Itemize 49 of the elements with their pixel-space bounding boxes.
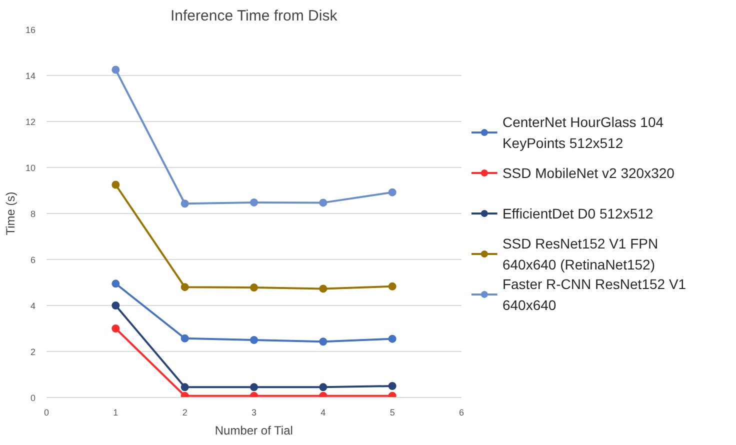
legend-label: CenterNet HourGlass 104 KeyPoints 512x512	[502, 114, 664, 151]
point	[319, 392, 328, 398]
y-tick-label: 8	[30, 209, 36, 219]
y-tick-label: 12	[25, 117, 36, 127]
point	[180, 392, 189, 398]
point	[180, 383, 189, 392]
point	[250, 383, 258, 392]
point	[388, 382, 396, 390]
point	[388, 334, 396, 343]
point	[388, 392, 396, 398]
point	[112, 324, 120, 332]
point	[180, 200, 189, 208]
chart-title: Inference Time from Disk	[170, 8, 338, 24]
y-tick-label: 6	[30, 255, 36, 265]
point	[112, 302, 120, 310]
legend-label: Faster R-CNN ResNet152 V1 640x640	[502, 276, 686, 313]
x-tick-label: 6	[458, 408, 464, 418]
point	[250, 336, 258, 344]
y-tick-label: 2	[30, 347, 36, 357]
point	[250, 392, 258, 398]
x-tick-label: 5	[390, 408, 395, 418]
point	[112, 180, 120, 189]
x-tick-label: 4	[320, 408, 326, 418]
point	[388, 188, 396, 196]
y-tick-label: 10	[25, 163, 36, 173]
point	[388, 282, 396, 290]
point	[180, 283, 189, 292]
point	[319, 383, 328, 392]
y-tick-label: 4	[30, 301, 36, 311]
legend-label: SSD MobileNet v2 320x320	[502, 165, 675, 182]
x-axis-title: Number of Tial	[214, 424, 293, 438]
y-tick-label: 0	[30, 393, 36, 403]
point	[112, 280, 120, 288]
point	[319, 284, 328, 293]
x-tick-label: 2	[182, 408, 188, 418]
point	[250, 284, 258, 292]
point	[250, 198, 258, 206]
point	[319, 198, 328, 207]
y-tick-label: 14	[25, 71, 36, 81]
legend-label: SSD ResNet152 V1 FPN 640x640 (RetinaNet152)	[502, 236, 658, 272]
x-tick-label: 0	[44, 408, 50, 418]
y-tick-label: 16	[25, 25, 36, 35]
legend-label: EfficientDet D0 512x512	[502, 206, 654, 222]
point	[180, 334, 189, 342]
point	[112, 66, 120, 74]
y-axis-title: Time (s)	[3, 192, 18, 236]
x-tick-label: 3	[251, 408, 257, 418]
point	[319, 338, 328, 346]
x-tick-label: 1	[113, 408, 118, 418]
